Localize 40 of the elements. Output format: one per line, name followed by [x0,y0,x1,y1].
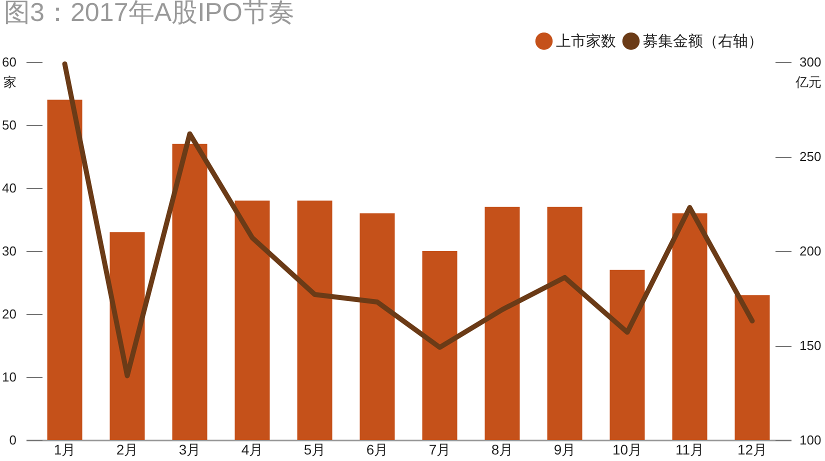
x-tick-label: 9月 [554,442,576,458]
y2-tick-label: 250 [800,149,822,164]
bar [422,251,458,440]
bar [47,100,82,440]
legend-label: 募集金额（右轴） [643,33,763,50]
bar [297,200,332,440]
legend-label: 上市家数 [556,33,616,50]
bar [610,270,645,440]
y2-tick-label: 100 [800,432,822,448]
y-tick-label: 10 [2,370,16,384]
y-tick-label: 50 [2,118,16,132]
y-axis-title: 家 [4,74,16,90]
x-tick-label: 8月 [491,442,514,458]
x-tick-label: 10月 [612,442,642,458]
x-tick-label: 4月 [241,442,264,458]
bar [360,213,395,440]
y2-axis-title: 亿元 [794,74,822,90]
x-tick-label: 7月 [428,442,451,458]
y-tick-label: 60 [2,54,16,70]
chart-title: 图3：2017年A股IPO节奏 [4,0,294,27]
bar [172,144,208,440]
bar [484,206,520,440]
bar [734,295,770,440]
bar [547,206,582,440]
bar [234,200,270,440]
y-tick-label: 40 [2,180,16,196]
x-tick-label: 5月 [304,442,326,458]
bar [672,213,708,440]
x-tick-label: 1月 [54,442,76,458]
x-tick-label: 6月 [366,442,388,458]
y-tick-label: 0 [9,432,16,448]
x-tick-label: 12月 [737,442,768,458]
x-tick-label: 11月 [675,442,704,458]
y2-tick-label: 150 [800,338,822,353]
y2-tick-label: 300 [800,54,822,70]
y-tick-label: 30 [2,244,16,258]
y-tick-label: 20 [2,306,16,322]
x-tick-label: 3月 [178,442,201,458]
x-tick-label: 2月 [116,442,138,458]
y2-tick-label: 200 [800,244,822,258]
